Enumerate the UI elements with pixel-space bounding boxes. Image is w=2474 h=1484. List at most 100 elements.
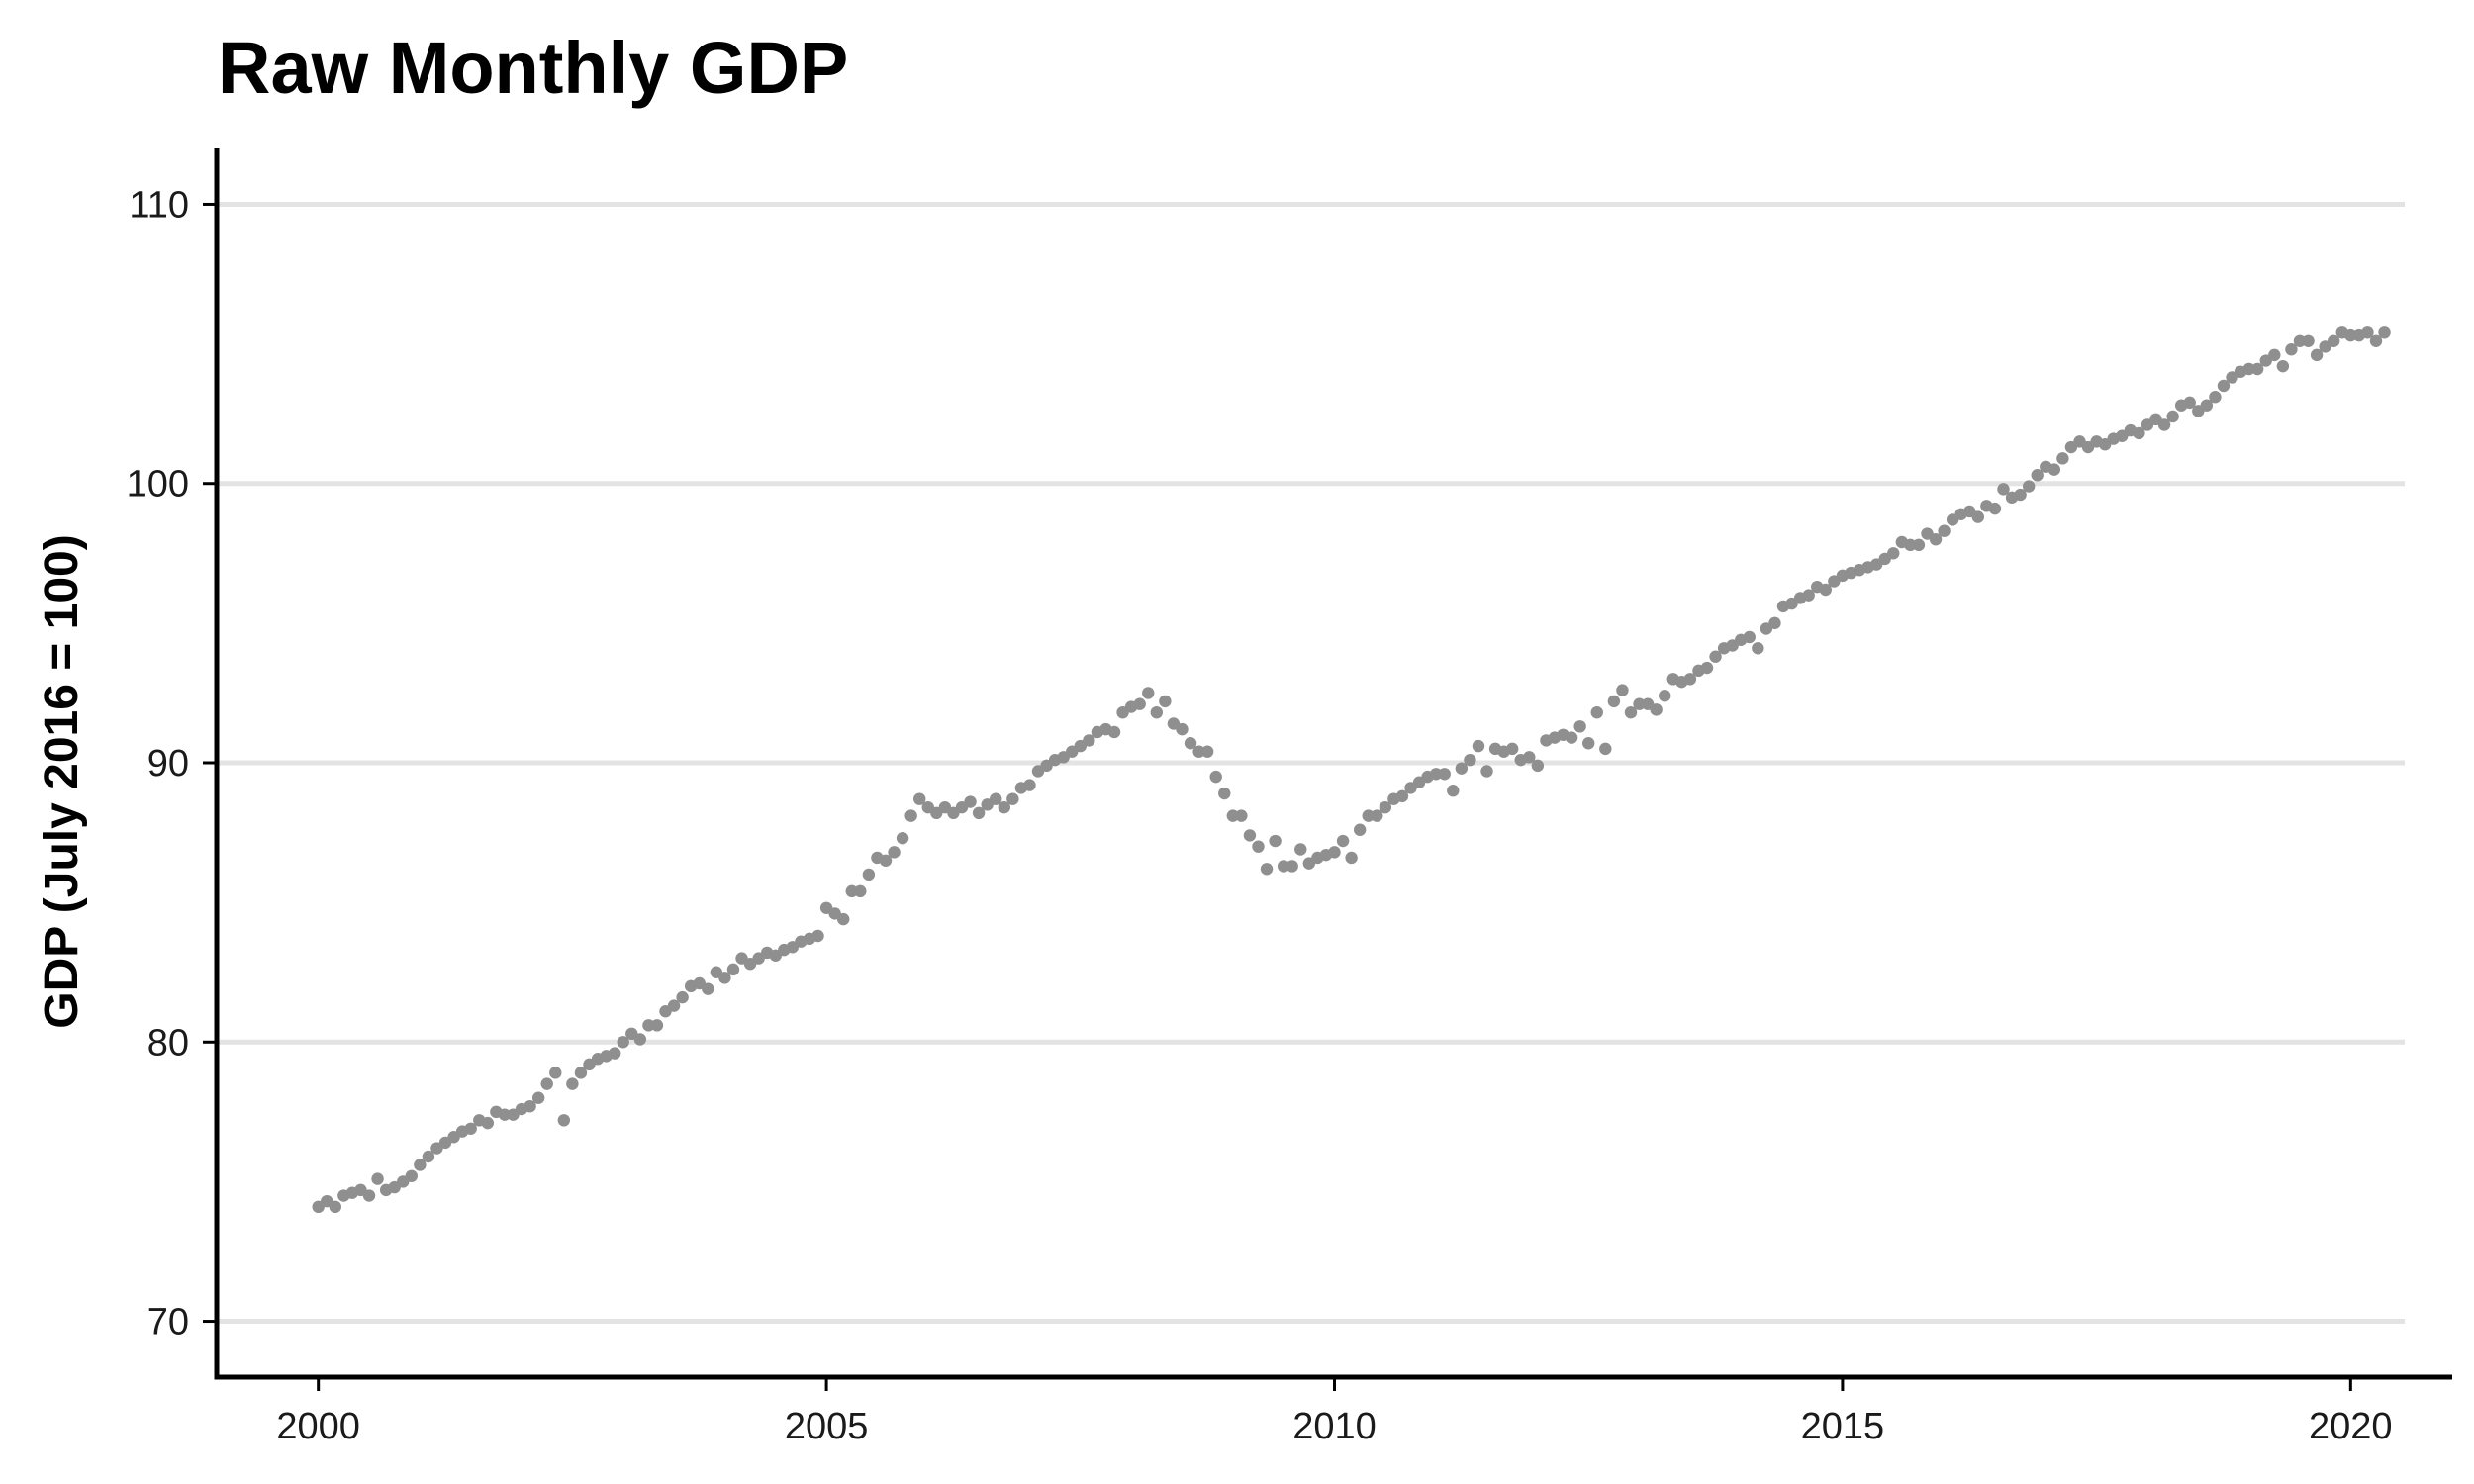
data-point — [811, 929, 824, 943]
data-point — [1285, 860, 1298, 873]
data-point — [1294, 843, 1307, 856]
data-point — [2250, 362, 2264, 376]
data-point — [904, 809, 917, 822]
data-point — [702, 982, 714, 995]
x-tick-label: 2000 — [276, 1406, 360, 1447]
data-point — [608, 1047, 621, 1060]
data-point — [1599, 742, 1612, 756]
data-point — [1150, 705, 1164, 719]
data-point — [718, 972, 731, 984]
chart-title: Raw Monthly GDP — [218, 27, 848, 109]
data-point — [837, 912, 850, 926]
data-point — [540, 1077, 553, 1090]
data-point — [1573, 720, 1586, 733]
data-point — [371, 1172, 384, 1185]
data-point — [1438, 768, 1451, 781]
data-point — [1819, 583, 1832, 597]
data-point — [1683, 673, 1697, 686]
data-point — [972, 806, 986, 820]
data-point — [676, 990, 689, 1004]
data-point — [642, 1019, 655, 1032]
data-point — [1904, 538, 1917, 552]
data-point — [1023, 779, 1036, 791]
data-point — [1887, 547, 1900, 560]
data-point — [2268, 348, 2281, 362]
data-point — [1083, 734, 1095, 747]
data-point — [913, 792, 926, 805]
data-point — [2276, 359, 2290, 373]
data-point — [1142, 687, 1155, 699]
data-point — [650, 1019, 664, 1032]
data-point — [1345, 851, 1358, 865]
data-point — [1200, 745, 1214, 758]
data-point — [1107, 725, 1121, 739]
data-point — [1616, 684, 1629, 696]
data-point — [1709, 650, 1722, 663]
data-point — [1006, 792, 1019, 805]
data-point — [1929, 532, 1943, 546]
data-point — [464, 1122, 477, 1135]
x-tick-label: 2020 — [2309, 1406, 2393, 1447]
data-point — [2328, 334, 2340, 347]
data-points — [312, 326, 2391, 1214]
data-point — [998, 800, 1010, 814]
data-point — [498, 1108, 512, 1121]
data-point — [566, 1077, 579, 1090]
data-point — [2022, 480, 2036, 493]
data-point — [2031, 469, 2044, 482]
data-point — [1209, 770, 1222, 784]
data-point — [1429, 768, 1443, 781]
data-point — [2166, 410, 2179, 423]
data-point — [2378, 326, 2391, 339]
data-point — [964, 795, 977, 808]
data-point — [1912, 538, 1926, 552]
data-point — [481, 1116, 495, 1130]
data-point — [557, 1114, 571, 1127]
x-tick-label: 2005 — [785, 1406, 869, 1447]
data-point — [633, 1033, 647, 1046]
data-point — [1395, 789, 1409, 803]
data-point — [1269, 834, 1282, 848]
data-point — [845, 884, 858, 898]
data-point — [1523, 751, 1536, 764]
data-point — [2183, 396, 2196, 410]
data-point — [1192, 745, 1205, 758]
data-point — [2369, 334, 2383, 347]
data-point — [2285, 343, 2298, 356]
data-point — [531, 1091, 545, 1104]
data-point — [879, 854, 893, 867]
data-point — [1590, 705, 1603, 719]
data-point — [1336, 834, 1350, 848]
data-point — [1768, 616, 1781, 630]
data-point — [1971, 510, 1985, 523]
y-tick-label: 90 — [147, 743, 189, 785]
data-point — [1379, 800, 1392, 814]
data-point — [422, 1150, 435, 1163]
data-point — [2293, 334, 2307, 347]
data-point — [896, 832, 909, 845]
gridlines — [217, 201, 2405, 1325]
data-point — [1235, 809, 1248, 822]
data-point — [1752, 642, 1764, 655]
data-point — [1176, 722, 1189, 736]
x-tick-label: 2015 — [1801, 1406, 1885, 1447]
data-point — [1184, 737, 1197, 750]
y-tick-label: 100 — [127, 464, 189, 506]
data-point — [617, 1036, 629, 1049]
data-point — [1133, 697, 1146, 710]
data-point — [1371, 809, 1383, 822]
data-point — [2056, 452, 2069, 465]
data-point — [854, 884, 867, 898]
data-point — [1988, 502, 2002, 515]
data-point — [667, 999, 681, 1012]
data-point — [1624, 705, 1638, 719]
data-point — [2344, 328, 2357, 342]
data-point — [1607, 695, 1621, 708]
data-point — [2209, 391, 2222, 404]
data-point — [2200, 399, 2214, 412]
data-point — [329, 1200, 341, 1214]
data-point — [414, 1159, 427, 1171]
x-tick-label: 2010 — [1292, 1406, 1377, 1447]
data-point — [1362, 809, 1375, 822]
data-point — [2133, 426, 2145, 440]
